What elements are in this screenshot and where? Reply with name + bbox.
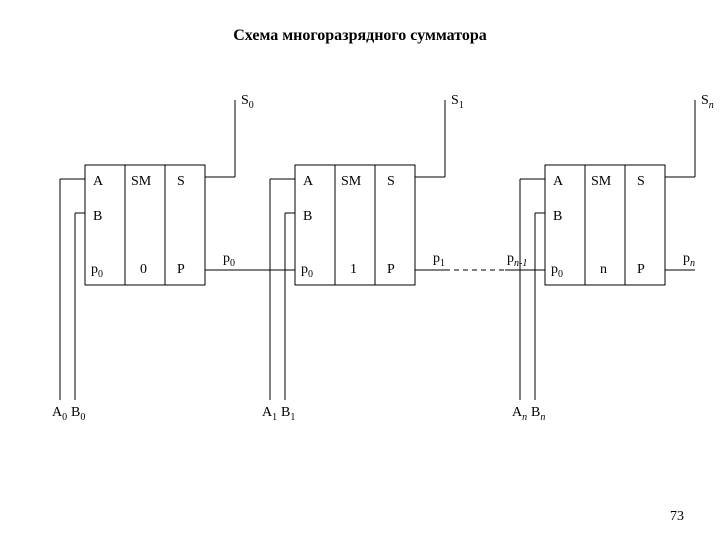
svg-text:A1: A1 bbox=[262, 405, 277, 423]
svg-text:S: S bbox=[177, 174, 185, 189]
svg-text:SM: SM bbox=[591, 174, 612, 189]
svg-text:A: A bbox=[93, 174, 104, 189]
svg-text:pn: pn bbox=[683, 251, 695, 269]
svg-text:S: S bbox=[637, 174, 645, 189]
svg-text:p1: p1 bbox=[433, 251, 445, 269]
svg-text:p0: p0 bbox=[301, 262, 313, 280]
svg-text:p0: p0 bbox=[551, 262, 563, 280]
svg-text:S0: S0 bbox=[241, 93, 254, 111]
svg-text:B1: B1 bbox=[281, 405, 295, 423]
svg-text:P: P bbox=[177, 262, 185, 277]
svg-text:SM: SM bbox=[131, 174, 152, 189]
svg-text:S1: S1 bbox=[451, 93, 464, 111]
svg-text:A: A bbox=[303, 174, 314, 189]
svg-text:B: B bbox=[93, 209, 102, 224]
svg-text:Bn: Bn bbox=[531, 405, 545, 423]
svg-text:p0: p0 bbox=[223, 251, 235, 269]
svg-text:B: B bbox=[553, 209, 562, 224]
svg-text:P: P bbox=[637, 262, 645, 277]
adder-diagram: Схема многоразрядного сумматора A Bp0 SM 0 S P… bbox=[0, 0, 720, 540]
svg-text:A: A bbox=[553, 174, 564, 189]
svg-text:An: An bbox=[512, 405, 527, 423]
svg-text:B: B bbox=[303, 209, 312, 224]
page-number: 73 bbox=[670, 509, 684, 524]
svg-text:0: 0 bbox=[140, 262, 147, 277]
svg-text:SM: SM bbox=[341, 174, 362, 189]
svg-text:B0: B0 bbox=[71, 405, 85, 423]
svg-text:Sn: Sn bbox=[701, 93, 714, 111]
diagram-title: Схема многоразрядного сумматора bbox=[233, 27, 487, 44]
svg-text:P: P bbox=[387, 262, 395, 277]
svg-text:pn-1: pn-1 bbox=[507, 251, 527, 269]
svg-text:p0: p0 bbox=[91, 262, 103, 280]
svg-text:A0: A0 bbox=[52, 405, 67, 423]
svg-text:1: 1 bbox=[350, 262, 357, 277]
svg-text:S: S bbox=[387, 174, 395, 189]
svg-text:n: n bbox=[600, 262, 607, 277]
